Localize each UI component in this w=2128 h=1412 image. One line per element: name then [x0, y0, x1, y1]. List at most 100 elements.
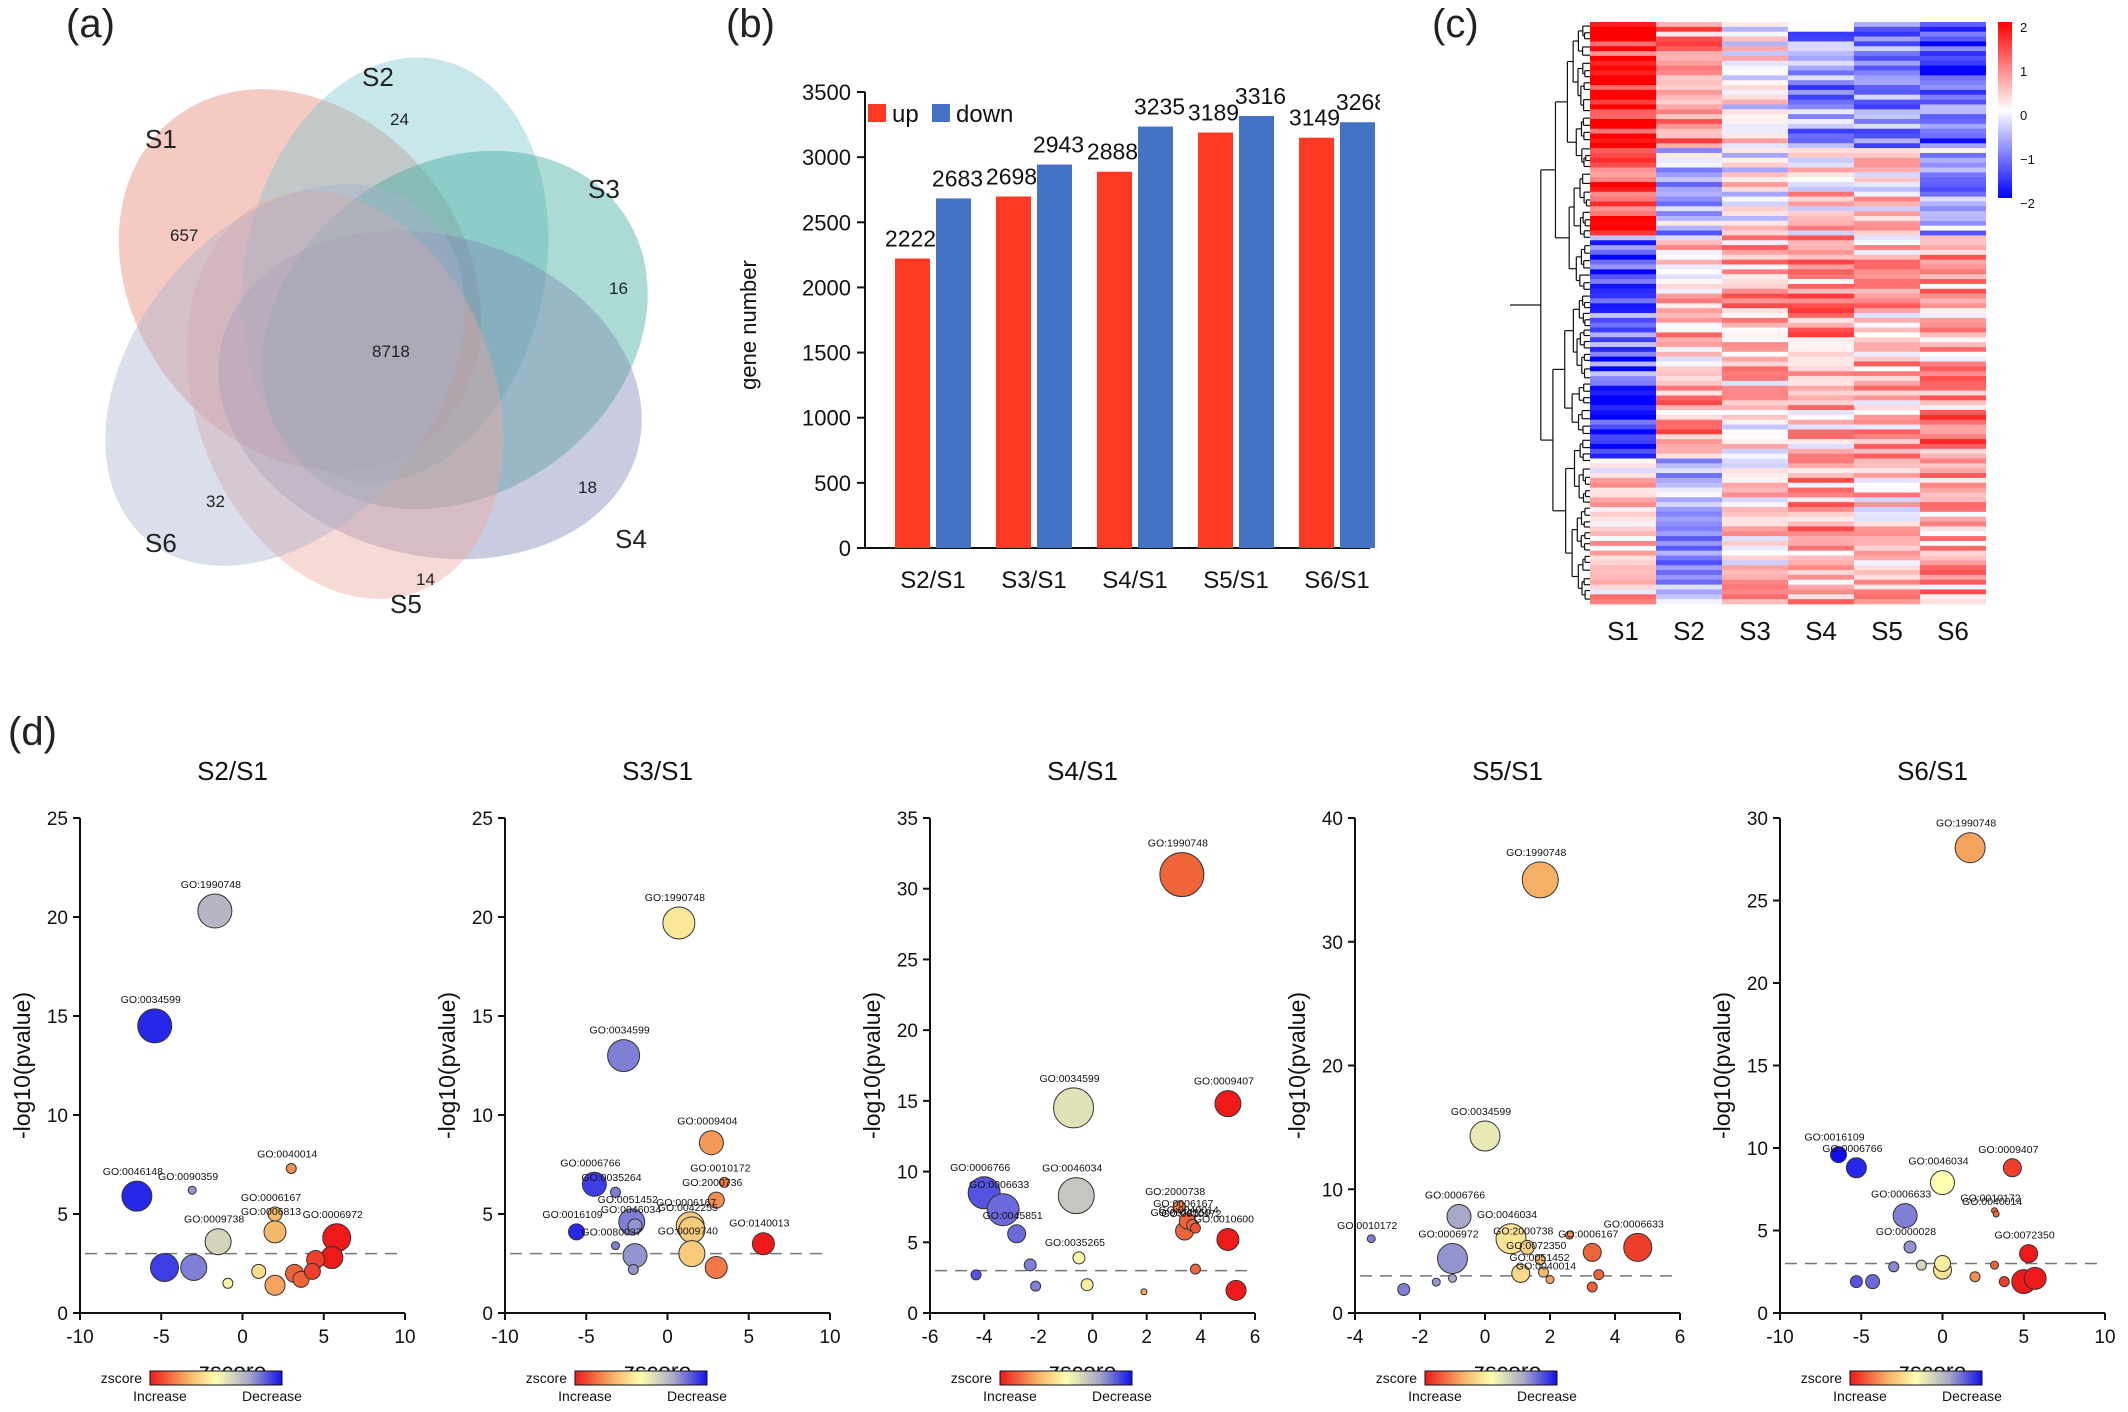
bubble-point [1969, 1271, 1981, 1283]
heat-cell [1656, 361, 1722, 367]
heat-cell [1854, 550, 1920, 556]
bubble-point-label: GO:0010172 [1960, 1193, 2020, 1205]
heat-cell [1722, 80, 1788, 86]
bubble-point [986, 1193, 1020, 1227]
heat-cell [1722, 497, 1788, 503]
heat-cell [1920, 143, 1986, 149]
heat-cell [1854, 371, 1920, 377]
bubble-point [1992, 1210, 2000, 1218]
heat-cell [1788, 123, 1854, 130]
heat-cell [1722, 487, 1788, 493]
heat-cell [1854, 536, 1920, 542]
heat-cell [1788, 94, 1854, 100]
heat-cell [1656, 152, 1722, 159]
bubble-point [121, 1180, 153, 1212]
venn-set-label-s4: S4 [615, 524, 647, 554]
heat-cell [1788, 555, 1854, 561]
bubble-x-tick-label: 10 [819, 1327, 840, 1348]
heat-cell [1590, 308, 1656, 314]
bubble-x-tick-label: -2 [1412, 1327, 1429, 1348]
heat-cell [1590, 376, 1656, 382]
heat-cell [1656, 298, 1722, 304]
heat-cell [1722, 235, 1788, 241]
heat-cell [1656, 380, 1722, 387]
heat-cell [1854, 487, 1920, 493]
bubble-y-tick-label: 30 [1322, 933, 1343, 954]
heat-cell [1590, 162, 1656, 168]
zscore-colorbar-increase: Increase [983, 1388, 1037, 1404]
bubble-y-tick-label: 30 [1747, 809, 1768, 830]
panel-label-c: (c) [1432, 2, 1479, 46]
heat-cell [1590, 453, 1656, 459]
bar-up-value: 3189 [1188, 100, 1239, 126]
heat-cell [1788, 317, 1854, 324]
heat-cell [1656, 342, 1722, 348]
heat-cell [1722, 274, 1788, 280]
heat-cell [1656, 55, 1722, 62]
venn-set-s6 [105, 184, 465, 566]
bubble-x-tick-label: 0 [1937, 1327, 1948, 1348]
heat-cell [1590, 482, 1656, 488]
heat-cell [1590, 60, 1656, 67]
heat-cell [1656, 443, 1722, 450]
bar-up [1299, 137, 1334, 548]
heat-cell [1920, 298, 1986, 304]
bubble-chart-s3-s1: S3/S1 0 5 10 15 20 25 -10 -5 0 5 10 zscore -log10(pva… [434, 756, 841, 1404]
heat-cell [1854, 245, 1920, 251]
heat-cell [1788, 308, 1854, 314]
heat-cell [1722, 395, 1788, 401]
heat-cell [1656, 540, 1722, 547]
heat-cell [1920, 507, 1986, 513]
heat-cell [1722, 157, 1788, 164]
heat-cell [1788, 288, 1854, 294]
heat-cell [1590, 497, 1656, 503]
bar-y-tick-label: 3500 [802, 80, 851, 105]
heat-cell [1854, 376, 1920, 382]
heat-cell [1590, 322, 1656, 328]
heat-cell [1854, 288, 1920, 294]
bubble-point-label: GO:1990748 [181, 879, 241, 891]
heat-cell [1920, 579, 1986, 585]
venn-set-label-s3: S3 [588, 174, 620, 204]
heat-cell [1854, 443, 1920, 450]
heat-cell [1656, 157, 1722, 164]
bubble-point [251, 1263, 267, 1279]
heat-cell [1722, 148, 1788, 154]
heat-cell [1656, 477, 1722, 484]
bubble-point-label: GO:0042255 [658, 1202, 718, 1214]
heat-cell [1920, 555, 1986, 561]
bubble-point-label: GO:0140013 [729, 1218, 789, 1230]
heat-cell [1854, 133, 1920, 139]
heat-cell [1722, 448, 1788, 455]
bubble-ylabel: -log10(pvalue) [1284, 992, 1310, 1139]
heat-cell [1788, 448, 1854, 455]
heat-cell [1788, 439, 1854, 445]
heat-cell [1722, 119, 1788, 125]
bubble-point [1930, 1170, 1955, 1196]
heat-cell [1590, 410, 1656, 416]
bubble-point [1007, 1224, 1027, 1244]
heat-cell [1722, 104, 1788, 110]
heat-cell [1722, 143, 1788, 149]
bubble-y-tick-label: 20 [472, 908, 493, 929]
heat-cell [1920, 114, 1986, 120]
heat-cell [1590, 157, 1656, 164]
bubble-point [751, 1232, 775, 1256]
bubble-chart-s2-s1: S2/S1 0 5 10 15 20 25 -10 -5 0 5 10 zscore -log10(pva… [9, 756, 416, 1404]
heat-cell [1920, 380, 1986, 387]
heat-cell [1590, 269, 1656, 275]
heat-cell [1722, 429, 1788, 435]
heat-cell [1920, 123, 1986, 130]
heat-cell [1854, 346, 1920, 353]
heat-cell [1788, 482, 1854, 488]
bubble-point [1534, 1254, 1546, 1266]
bar-y-tick-label: 3000 [802, 145, 851, 170]
heat-cell [1722, 31, 1788, 37]
venn-set-s1 [118, 89, 482, 471]
heat-cell [1656, 177, 1722, 183]
heat-cell [1656, 536, 1722, 542]
heat-cell [1590, 385, 1656, 391]
heat-cell [1722, 540, 1788, 547]
heat-cell [1854, 75, 1920, 81]
heat-cell [1854, 502, 1920, 508]
